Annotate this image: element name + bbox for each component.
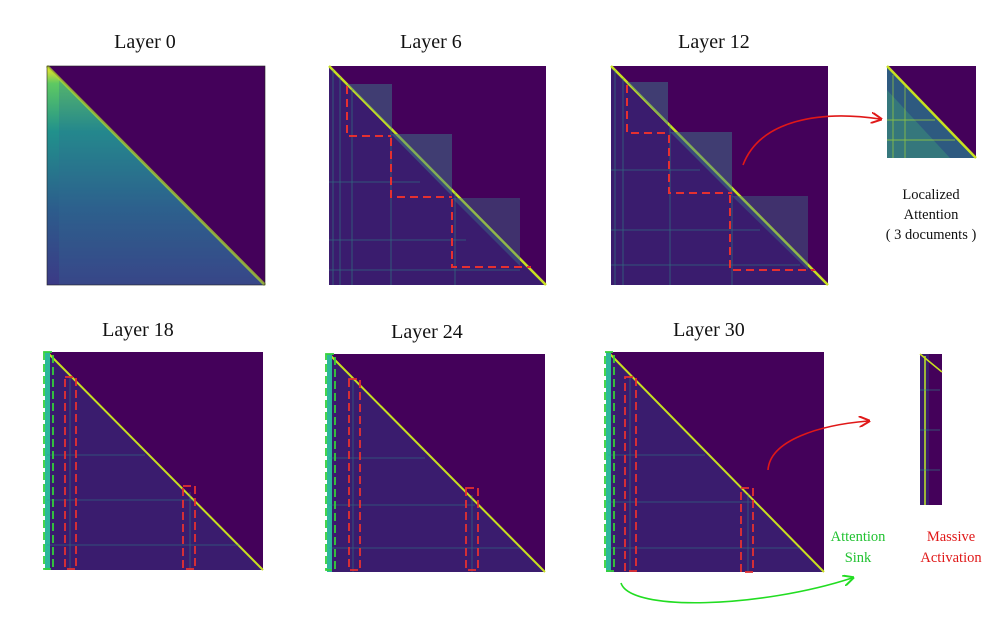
arrow-to-attention-sink bbox=[620, 578, 852, 604]
localized-label-line3: ( 3 documents ) bbox=[886, 227, 977, 243]
panel-title-layer-0: Layer 0 bbox=[114, 31, 176, 53]
heatmap-layer-30 bbox=[604, 351, 825, 573]
heatmap-layer-0 bbox=[45, 64, 267, 287]
panel-title-layer-6: Layer 6 bbox=[400, 31, 462, 53]
arrow-to-localized bbox=[742, 116, 880, 166]
massive-label-line2: Activation bbox=[920, 550, 982, 566]
massive-label-line1: Massive bbox=[927, 529, 975, 545]
panel-title-layer-24: Layer 24 bbox=[391, 321, 463, 343]
heatmap-layer-6 bbox=[328, 65, 547, 286]
panel-title-layer-12: Layer 12 bbox=[678, 31, 750, 53]
localized-attention-zoom bbox=[886, 65, 977, 159]
massive-activation-zoom bbox=[919, 353, 943, 505]
sink-label-line2: Sink bbox=[845, 550, 872, 566]
arrow-to-massive-activation bbox=[767, 421, 868, 471]
sink-label-line1: Attention bbox=[831, 529, 887, 545]
localized-label-line1: Localized bbox=[902, 187, 960, 203]
panel-title-layer-18: Layer 18 bbox=[102, 319, 174, 341]
heatmap-layer-24 bbox=[325, 353, 546, 573]
heatmap-layer-18 bbox=[43, 351, 264, 571]
localized-label-line2: Attention bbox=[904, 207, 960, 223]
heatmap-layer-12 bbox=[610, 65, 829, 286]
panel-title-layer-30: Layer 30 bbox=[673, 319, 745, 341]
